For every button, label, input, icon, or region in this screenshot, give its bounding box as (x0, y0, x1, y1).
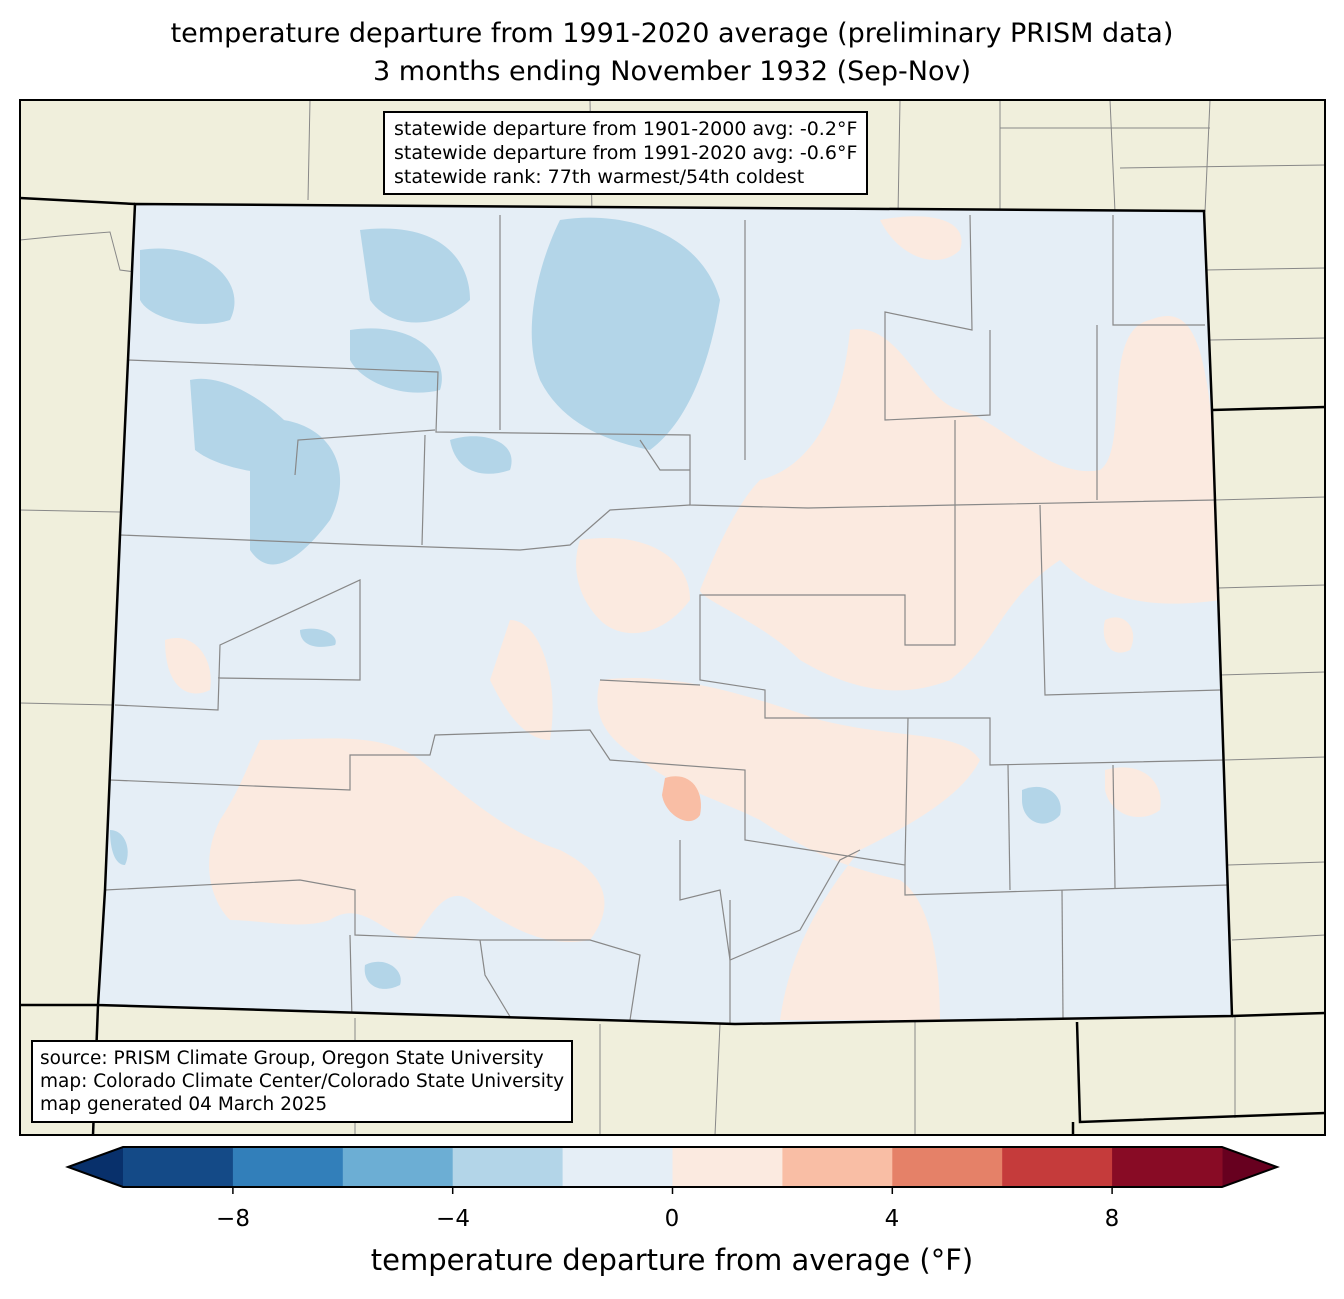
source-line: source: PRISM Climate Group, Oregon Stat… (40, 1048, 544, 1069)
colorbar-segment (123, 1147, 234, 1187)
map-subtitle: 3 months ending November 1932 (Sep-Nov) (373, 56, 971, 87)
colorbar (65, 1146, 1280, 1194)
colorbar-segment (342, 1147, 454, 1187)
warmer-region (662, 776, 701, 822)
colorbar-segment (1002, 1147, 1113, 1187)
map-credit-line: map: Colorado Climate Center/Colorado St… (40, 1071, 565, 1092)
colorbar-segment (232, 1147, 344, 1187)
stat-departure-1991-2020: statewide departure from 1991-2020 avg: … (394, 142, 858, 164)
colorbar-segment (892, 1147, 1003, 1187)
colorbar-segment (782, 1147, 893, 1187)
colorbar-segment (562, 1147, 673, 1187)
warm-regions (165, 216, 1220, 1020)
county-boundaries (104, 214, 1229, 1024)
colorbar-segment (672, 1147, 783, 1187)
state-borders (19, 196, 1326, 1136)
colorbar-tick-label: 4 (884, 1206, 900, 1232)
colorbar-segment (1112, 1147, 1223, 1187)
stat-departure-1901-2000: statewide departure from 1901-2000 avg: … (394, 118, 858, 140)
cool-regions (110, 217, 1061, 989)
colorbar-label: temperature departure from average (°F) (370, 1243, 974, 1277)
generated-date-line: map generated 04 March 2025 (40, 1094, 328, 1115)
map-frame (19, 99, 1326, 1136)
colorbar-tick-label: 8 (1104, 1206, 1120, 1232)
colorado-border (96, 202, 1234, 1026)
source-box: source: PRISM Climate Group, Oregon Stat… (31, 1040, 574, 1123)
colorbar-outline (65, 1146, 1280, 1188)
statewide-stats-box: statewide departure from 1901-2000 avg: … (383, 111, 869, 195)
colorbar-over-triangle (1222, 1147, 1277, 1187)
colorbar-tick-label: −4 (436, 1206, 470, 1232)
map-title: temperature departure from 1991-2020 ave… (170, 18, 1174, 49)
colorbar-tick-label: 0 (664, 1206, 680, 1232)
colorbar-segment (452, 1147, 564, 1187)
stat-rank: statewide rank: 77th warmest/54th coldes… (394, 166, 805, 188)
colorbar-under-triangle (68, 1147, 123, 1187)
colorbar-tick-label: −8 (216, 1206, 250, 1232)
